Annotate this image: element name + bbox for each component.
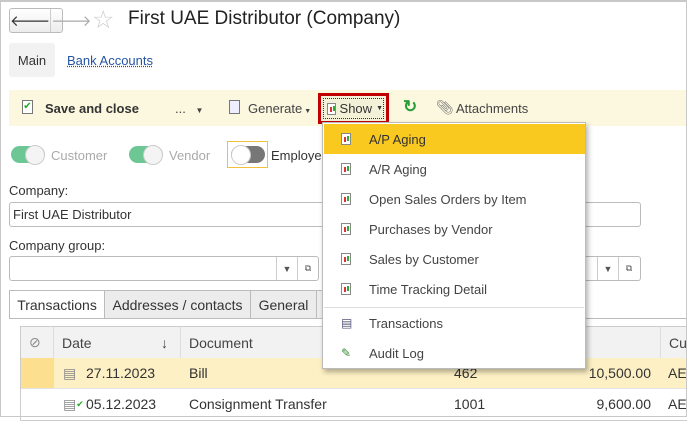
row-number: 462 bbox=[454, 365, 478, 381]
row-amount: 9,600.00 bbox=[596, 396, 652, 412]
attachments-button[interactable]: Attachments bbox=[456, 101, 529, 116]
generate-icon bbox=[229, 100, 240, 114]
report-icon bbox=[341, 253, 351, 265]
save-icon: ✔ bbox=[22, 100, 33, 114]
row-date: 27.11.2023 bbox=[86, 365, 156, 381]
menu-item-label: Time Tracking Detail bbox=[369, 281, 487, 297]
tab-general[interactable]: General bbox=[250, 290, 317, 319]
list-document-icon: ▤ bbox=[341, 316, 353, 330]
menu-item-label: A/P Aging bbox=[369, 131, 426, 147]
page-title: First UAE Distributor (Company) bbox=[128, 8, 401, 29]
show-button[interactable]: Show ▼ bbox=[318, 93, 389, 124]
report-icon bbox=[341, 193, 351, 205]
menu-item-audit-log[interactable]: ✎ Audit Log bbox=[324, 338, 585, 368]
row-number: 1001 bbox=[454, 396, 486, 412]
menu-item-label: Transactions bbox=[369, 315, 443, 331]
more-button[interactable]: ... ▼ bbox=[175, 101, 203, 116]
menu-item-label: Purchases by Vendor bbox=[369, 221, 493, 237]
save-and-close-button[interactable]: Save and close bbox=[45, 101, 139, 116]
menu-item-ap-aging[interactable]: A/P Aging bbox=[324, 124, 585, 154]
employee-label: Employe bbox=[271, 148, 322, 163]
row-amount: 10,500.00 bbox=[588, 365, 651, 381]
table-row[interactable] bbox=[21, 388, 687, 389]
date-header: Date bbox=[62, 334, 92, 351]
posted-document-icon: ▤ ✔ bbox=[63, 395, 84, 412]
show-dropdown-menu: A/P Aging A/R Aging Open Sales Orders by… bbox=[322, 122, 586, 369]
menu-item-time-tracking-detail[interactable]: Time Tracking Detail bbox=[324, 274, 585, 304]
row-currency: AE bbox=[668, 396, 687, 412]
attachment-column-icon: ⊘ bbox=[21, 327, 54, 358]
menu-item-label: Audit Log bbox=[369, 345, 424, 361]
open-button[interactable]: ⧉ bbox=[618, 257, 639, 280]
menu-item-label: Open Sales Orders by Item bbox=[369, 191, 527, 207]
menu-item-label: Sales by Customer bbox=[369, 251, 479, 267]
chevron-down-icon: ▼ bbox=[376, 105, 383, 112]
company-group-label: Company group: bbox=[9, 238, 106, 253]
audit-log-pen-icon: ✎ bbox=[341, 346, 352, 360]
employee-toggle-focus bbox=[227, 141, 268, 168]
report-icon bbox=[341, 133, 351, 145]
more-label: ... bbox=[175, 101, 186, 116]
menu-item-purchases-by-vendor[interactable]: Purchases by Vendor bbox=[324, 214, 585, 244]
tab-transactions[interactable]: Transactions bbox=[9, 290, 105, 319]
row-marker bbox=[21, 358, 54, 388]
menu-item-sales-by-customer[interactable]: Sales by Customer bbox=[324, 244, 585, 274]
report-icon bbox=[341, 163, 351, 175]
customer-label: Customer bbox=[51, 148, 108, 163]
report-icon bbox=[341, 283, 351, 295]
customer-toggle[interactable] bbox=[11, 145, 45, 165]
chevron-down-icon: ▼ bbox=[304, 108, 312, 115]
report-icon bbox=[341, 223, 351, 235]
vendor-label: Vendor bbox=[169, 148, 211, 163]
document-icon: ▤ bbox=[63, 364, 77, 381]
forward-button[interactable]: 🡒 bbox=[50, 9, 91, 32]
row-date: 05.12.2023 bbox=[86, 396, 157, 412]
dropdown-button[interactable]: ▼ bbox=[597, 257, 618, 280]
paperclip-icon: 📎︎ bbox=[436, 99, 454, 115]
chevron-down-icon: ▼ bbox=[195, 106, 204, 115]
company-value: First UAE Distributor bbox=[13, 207, 132, 222]
row-document: Consignment Transfer bbox=[189, 396, 327, 412]
row-currency: AE bbox=[668, 365, 687, 381]
sort-arrow-icon: ↓ bbox=[161, 334, 168, 351]
navigation-buttons: 🡐 🡒 bbox=[9, 8, 91, 33]
vendor-toggle[interactable] bbox=[129, 145, 163, 165]
dropdown-button[interactable]: ▼ bbox=[276, 257, 297, 280]
company-label: Company: bbox=[9, 183, 69, 198]
menu-item-open-sales-orders[interactable]: Open Sales Orders by Item bbox=[324, 184, 585, 214]
report-icon bbox=[327, 102, 336, 115]
section-bank-accounts[interactable]: Bank Accounts bbox=[67, 53, 153, 68]
refresh-icon[interactable]: ↻ bbox=[403, 97, 418, 116]
section-main[interactable]: Main bbox=[9, 43, 55, 77]
generate-button[interactable]: Generate ▼ bbox=[248, 101, 311, 116]
company-group-input[interactable]: ▼ ⧉ bbox=[9, 256, 319, 281]
favorite-star-icon[interactable]: ☆ bbox=[92, 6, 115, 34]
column-currency[interactable]: Cur bbox=[661, 327, 687, 358]
menu-item-label: A/R Aging bbox=[369, 161, 427, 177]
tab-addresses-contacts[interactable]: Addresses / contacts bbox=[104, 290, 251, 319]
row-document: Bill bbox=[189, 365, 208, 381]
menu-item-ar-aging[interactable]: A/R Aging bbox=[324, 154, 585, 184]
column-date[interactable]: Date ↓ bbox=[54, 327, 181, 358]
menu-item-transactions[interactable]: ▤ Transactions bbox=[324, 308, 585, 338]
open-button[interactable]: ⧉ bbox=[297, 257, 318, 280]
show-label: Show bbox=[339, 101, 373, 116]
generate-label: Generate bbox=[248, 101, 303, 116]
back-button[interactable]: 🡐 bbox=[10, 13, 51, 30]
menu-separator bbox=[324, 307, 584, 308]
employee-toggle[interactable] bbox=[231, 145, 265, 165]
